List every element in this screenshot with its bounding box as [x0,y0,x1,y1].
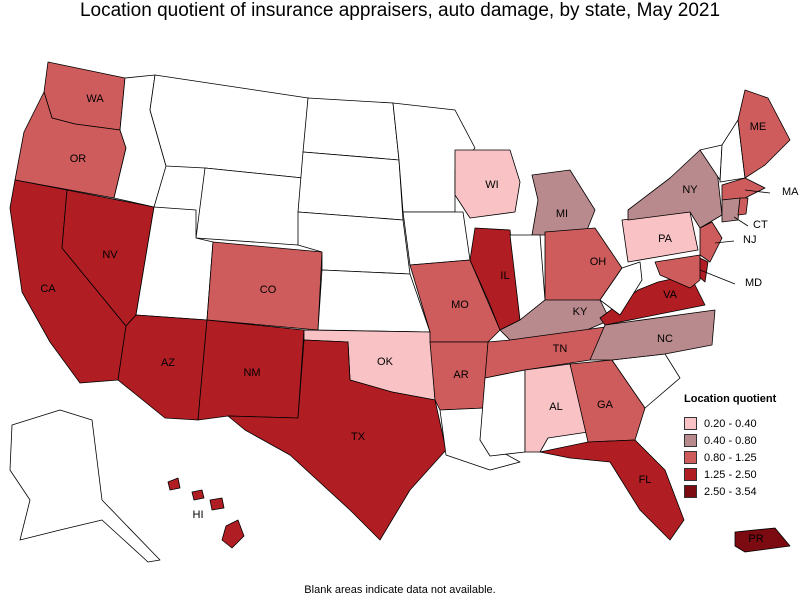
legend-label: 2.50 - 3.54 [704,485,757,498]
state-label-mi: MI [556,208,568,220]
state-hi [167,477,245,549]
state-label-ar: AR [453,369,468,381]
legend-swatch [684,434,697,447]
state-label-nc: NC [657,333,673,345]
state-label-wi: WI [485,179,498,191]
legend-item: 2.50 - 3.54 [684,483,796,500]
state-ma [721,177,766,201]
state-label-me: ME [750,121,767,133]
state-label-wa: WA [86,93,104,105]
callout-line [733,216,749,227]
state-ak [9,409,161,563]
state-nd [302,97,400,161]
state-label-md: MD [745,277,762,289]
legend-item: 0.20 - 0.40 [684,415,796,432]
state-label-mo: MO [451,299,469,311]
state-ct [721,197,741,223]
state-wv [599,261,643,316]
legend-swatch [684,468,697,481]
state-wi [454,149,521,219]
state-pr [734,527,791,553]
footnote: Blank areas indicate data not available. [304,584,496,596]
legend-label: 1.25 - 2.50 [704,468,757,481]
state-mi [531,169,596,236]
map-title: Location quotient of insurance appraiser… [79,0,721,21]
state-label-ny: NY [682,184,698,196]
state-ks [317,269,431,333]
state-label-pa: PA [658,233,673,245]
state-ga [569,359,646,443]
callout-line [714,240,735,244]
legend-label: 0.20 - 0.40 [704,417,757,430]
state-sd [297,151,404,221]
state-label-tx: TX [351,431,366,443]
state-label-va: VA [663,289,678,301]
legend-label: 0.40 - 0.80 [704,434,757,447]
state-tx [227,339,447,541]
state-nj [699,221,723,263]
state-label-ky: KY [573,306,588,318]
legend-item: 0.40 - 0.80 [684,432,796,449]
state-wy [195,167,304,246]
state-label-ga: GA [597,399,614,411]
state-label-tn: TN [553,343,568,355]
legend-title: Location quotient [684,393,777,405]
state-label-al: AL [549,401,562,413]
legend: Location quotient 0.20 - 0.40 0.40 - 0.80… [684,393,796,500]
state-label-az: AZ [161,357,175,369]
state-label-co: CO [260,284,277,296]
callout-line [699,269,736,285]
state-label-fl: FL [639,474,652,486]
callout-line [744,189,771,194]
state-ms [479,369,526,457]
legend-item: 1.25 - 2.50 [684,466,796,483]
state-label-ca: CA [40,283,56,295]
legend-label: 0.80 - 1.25 [704,451,757,464]
state-label-nv: NV [102,249,118,261]
legend-item: 0.80 - 1.25 [684,449,796,466]
state-label-ok: OK [377,356,394,368]
state-label-hi: HI [193,509,204,521]
state-label-oh: OH [590,256,607,268]
legend-swatch [684,485,697,498]
state-nc [589,309,716,361]
state-ri [737,197,749,216]
state-ia [402,211,471,266]
state-label-ma: MA [782,186,799,198]
state-mt [149,74,309,179]
state-label-nm: NM [243,367,260,379]
legend-swatch [684,451,697,464]
state-label-pr: PR [748,533,763,545]
state-label-nj: NJ [743,234,756,246]
state-fl [539,439,685,541]
state-label-or: OR [70,153,87,165]
state-label-il: IL [500,270,509,282]
legend-swatch [684,417,697,430]
state-md [654,254,701,289]
state-me [737,89,791,179]
state-label-ct: CT [753,219,768,231]
